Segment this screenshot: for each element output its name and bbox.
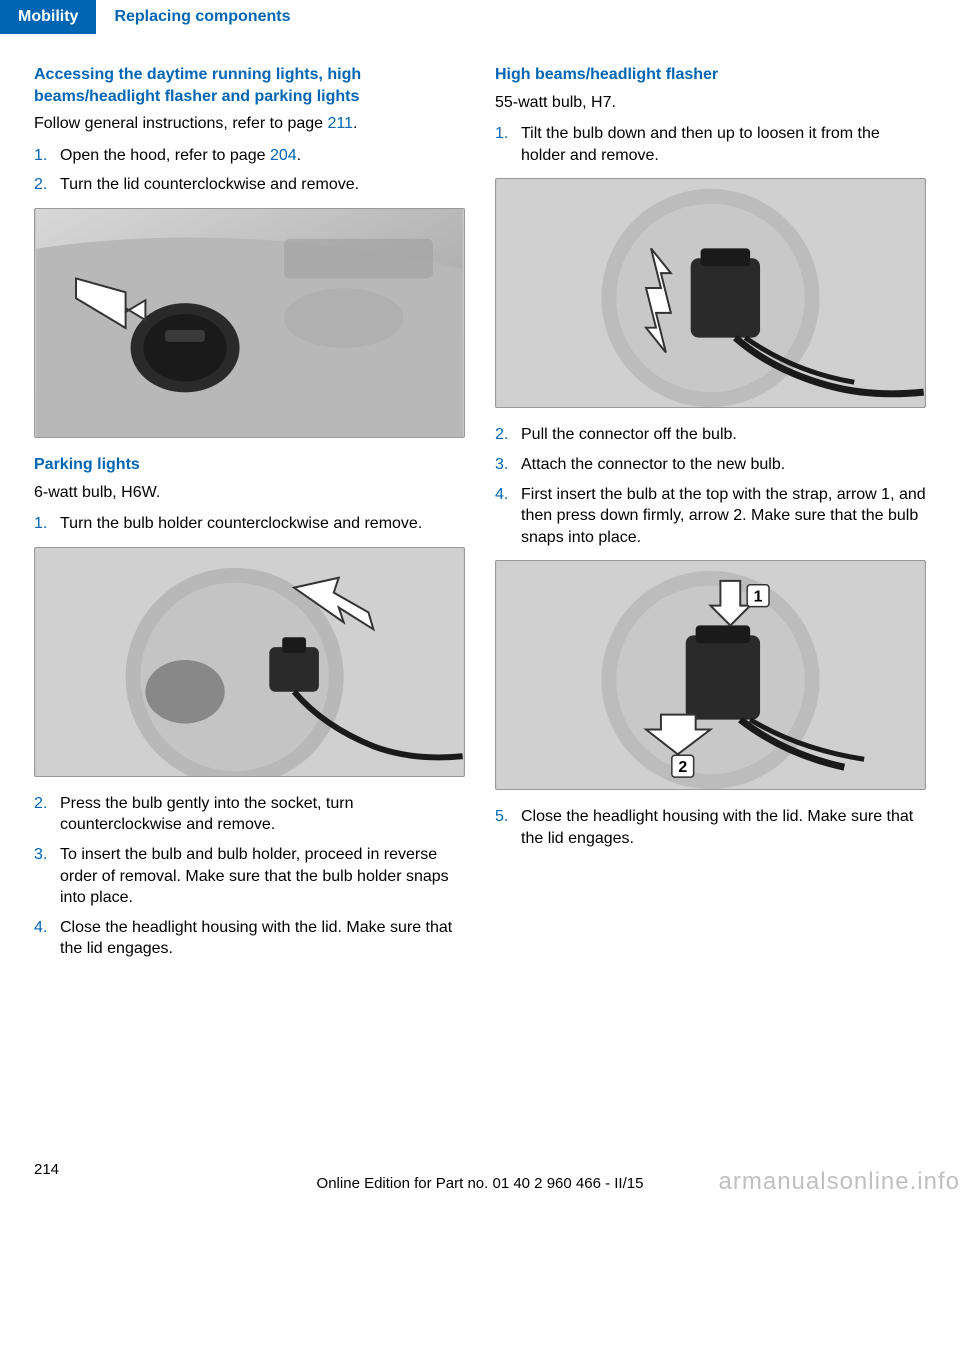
svg-text:1: 1 xyxy=(754,589,763,606)
step-text: Tilt the bulb down and then up to loosen… xyxy=(521,123,926,166)
steps-highbeam-b: 2. Pull the connector off the bulb. 3. A… xyxy=(495,424,926,548)
step-number: 5. xyxy=(495,806,521,849)
step-text: Turn the lid counterclockwise and remove… xyxy=(60,174,465,196)
step-item: 1. Turn the bulb holder counterclockwise… xyxy=(34,513,465,535)
watermark: armanualsonline.info xyxy=(719,1168,960,1196)
step-item: 1. Open the hood, refer to page 204. xyxy=(34,145,465,167)
step-text: Open the hood, refer to page 204. xyxy=(60,145,465,167)
step-text: Turn the bulb holder counterclockwise an… xyxy=(60,513,465,535)
page-header: Mobility Replacing components xyxy=(0,0,960,34)
step-item: 4. First insert the bulb at the top with… xyxy=(495,484,926,549)
figure-highbeam-tilt xyxy=(495,178,926,408)
spec-high-beams: 55-watt bulb, H7. xyxy=(495,92,926,114)
step-number: 1. xyxy=(34,513,60,535)
heading-accessing-lights: Accessing the daytime running lights, hi… xyxy=(34,64,465,107)
svg-text:2: 2 xyxy=(678,759,687,776)
step-text: First insert the bulb at the top with th… xyxy=(521,484,926,549)
steps-highbeam-a: 1. Tilt the bulb down and then up to loo… xyxy=(495,123,926,166)
step-text: Pull the connector off the bulb. xyxy=(521,424,926,446)
figure-highbeam-insert: 1 2 xyxy=(495,560,926,790)
steps-parking-a: 1. Turn the bulb holder counterclockwise… xyxy=(34,513,465,535)
step-item: 4. Close the headlight housing with the … xyxy=(34,917,465,960)
left-column: Accessing the daytime running lights, hi… xyxy=(34,64,465,972)
step-text: Close the headlight housing with the lid… xyxy=(521,806,926,849)
step-number: 2. xyxy=(495,424,521,446)
step-number: 4. xyxy=(34,917,60,960)
step-number: 1. xyxy=(495,123,521,166)
step-number: 2. xyxy=(34,174,60,196)
step-item: 2. Press the bulb gently into the socket… xyxy=(34,793,465,836)
page-content: Accessing the daytime running lights, hi… xyxy=(0,64,960,972)
right-column: High beams/headlight flasher 55-watt bul… xyxy=(495,64,926,972)
step-number: 4. xyxy=(495,484,521,549)
figure-parking-holder xyxy=(34,547,465,777)
step-item: 2. Pull the connector off the bulb. xyxy=(495,424,926,446)
step-text: To insert the bulb and bulb holder, proc… xyxy=(60,844,465,909)
header-section: Replacing components xyxy=(96,0,308,34)
page-ref-204[interactable]: 204 xyxy=(270,147,297,164)
step-item: 2. Turn the lid counterclockwise and rem… xyxy=(34,174,465,196)
step-number: 2. xyxy=(34,793,60,836)
steps-accessing: 1. Open the hood, refer to page 204. 2. … xyxy=(34,145,465,196)
step-number: 1. xyxy=(34,145,60,167)
header-chapter: Mobility xyxy=(0,0,96,34)
heading-high-beams: High beams/headlight flasher xyxy=(495,64,926,86)
step-item: 1. Tilt the bulb down and then up to loo… xyxy=(495,123,926,166)
step-text: Press the bulb gently into the socket, t… xyxy=(60,793,465,836)
step-number: 3. xyxy=(495,454,521,476)
intro-pre: Follow general instructions, refer to pa… xyxy=(34,115,327,132)
step-text: Close the headlight housing with the lid… xyxy=(60,917,465,960)
figure-engine-bay-lid xyxy=(34,208,465,438)
steps-highbeam-c: 5. Close the headlight housing with the … xyxy=(495,806,926,849)
step-text-post: . xyxy=(297,147,301,164)
heading-parking-lights: Parking lights xyxy=(34,454,465,476)
step-number: 3. xyxy=(34,844,60,909)
page-ref-211[interactable]: 211 xyxy=(327,115,353,132)
step-item: 3. To insert the bulb and bulb holder, p… xyxy=(34,844,465,909)
step-text: Attach the connector to the new bulb. xyxy=(521,454,926,476)
steps-parking-b: 2. Press the bulb gently into the socket… xyxy=(34,793,465,960)
intro-text: Follow general instructions, refer to pa… xyxy=(34,113,465,135)
step-item: 3. Attach the connector to the new bulb. xyxy=(495,454,926,476)
step-text-pre: Open the hood, refer to page xyxy=(60,147,270,164)
step-item: 5. Close the headlight housing with the … xyxy=(495,806,926,849)
spec-parking: 6-watt bulb, H6W. xyxy=(34,482,465,504)
intro-post: . xyxy=(353,115,357,132)
